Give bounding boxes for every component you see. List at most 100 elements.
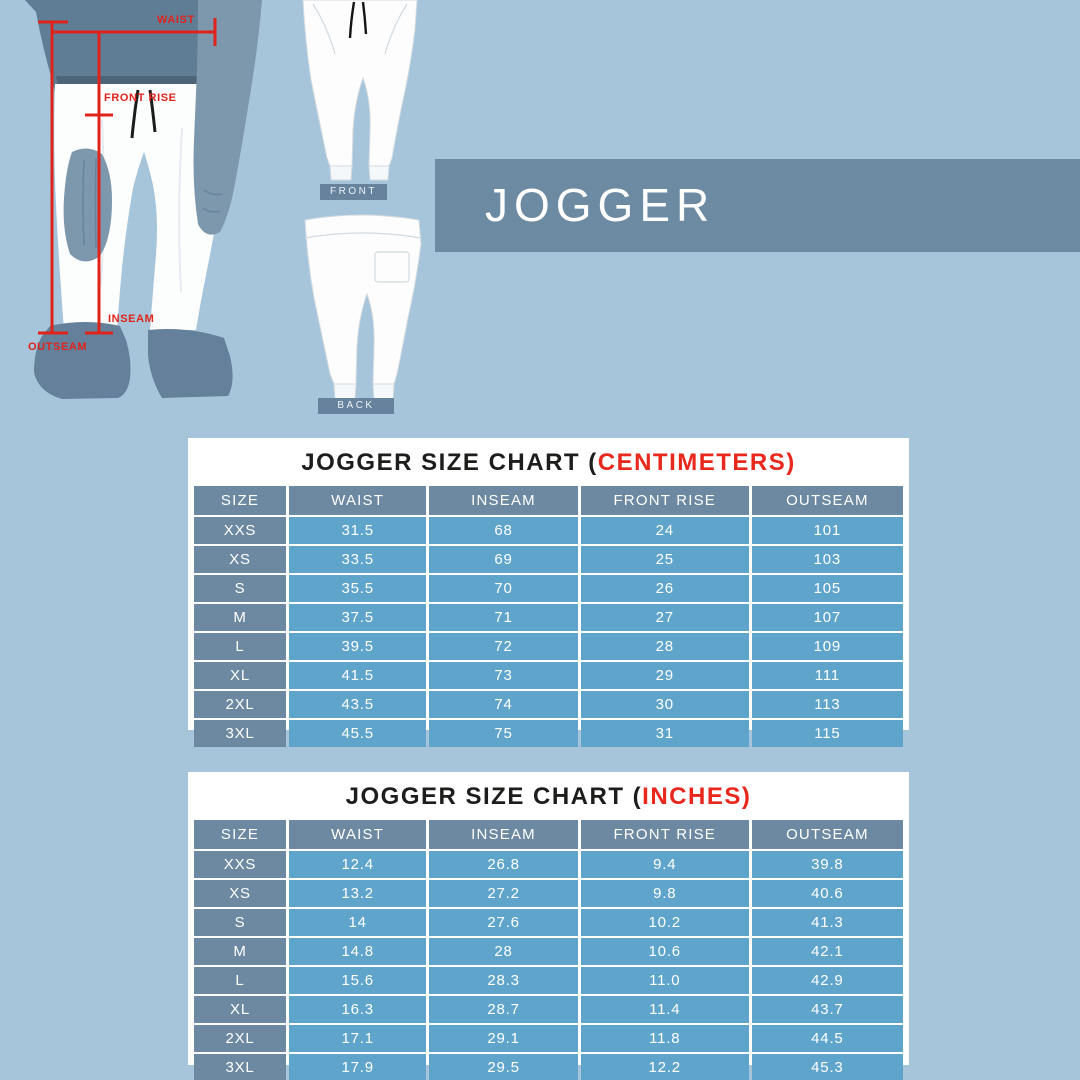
measurement-cell: 27	[580, 604, 749, 631]
front-pants-shape	[302, 0, 418, 167]
measurement-cell: 107	[751, 604, 903, 631]
back-waist-seam	[304, 232, 422, 239]
size-table-inches: SIZE WAIST INSEAM FRONT RISE OUTSEAM XXS 12.4…	[191, 818, 906, 1080]
size-row-3xl: 3XL 17.9 29.5 12.2 45.3	[194, 1054, 903, 1080]
measurement-cell: 26	[580, 575, 749, 602]
right-arm-shape	[193, 0, 262, 235]
measurement-cell: 45.3	[751, 1054, 903, 1080]
measurement-cell: 10.6	[580, 938, 749, 965]
size-label-cell: 2XL	[194, 1025, 286, 1052]
measurement-cell: 105	[751, 575, 903, 602]
measurement-cell: 74	[429, 691, 578, 718]
measurement-cell: 103	[751, 546, 903, 573]
left-hand-fingers	[82, 157, 97, 249]
measurement-cell: 24	[580, 517, 749, 544]
measurement-cell: 69	[429, 546, 578, 573]
measurement-cell: 71	[429, 604, 578, 631]
size-row-xl: XL 16.3 28.7 11.4 43.7	[194, 996, 903, 1023]
size-label-cell: XXS	[194, 851, 286, 878]
size-label-cell: XS	[194, 880, 286, 907]
measurement-cell: 12.4	[289, 851, 427, 878]
measurement-cell: 16.3	[289, 996, 427, 1023]
measurement-cell: 29.5	[429, 1054, 578, 1080]
measurement-cell: 31.5	[289, 517, 427, 544]
size-row-xxs: XXS 12.4 26.8 9.4 39.8	[194, 851, 903, 878]
size-row-m: M 14.8 28 10.6 42.1	[194, 938, 903, 965]
measurement-cell: 29.1	[429, 1025, 578, 1052]
size-row-s: S 35.5 70 26 105	[194, 575, 903, 602]
table-title-suffix: )	[786, 449, 796, 476]
measurement-cell: 111	[751, 662, 903, 689]
title-banner: JOGGER	[435, 159, 1080, 252]
measurement-cell: 27.6	[429, 909, 578, 936]
drawstring	[148, 89, 157, 133]
table-title-unit: INCHES	[642, 783, 742, 810]
size-label-cell: L	[194, 633, 286, 660]
column-header-waist: WAIST	[289, 820, 427, 849]
back-view-diagram	[304, 214, 422, 401]
size-label-cell: 3XL	[194, 1054, 286, 1080]
measurement-cell: 101	[751, 517, 903, 544]
measurement-cell: 11.4	[580, 996, 749, 1023]
measurement-cell: 9.8	[580, 880, 749, 907]
front-pocket-seams	[312, 3, 408, 55]
outseam-measure-label: OUTSEAM	[28, 341, 88, 353]
measurement-cell: 25	[580, 546, 749, 573]
measurement-cell: 27.2	[429, 880, 578, 907]
column-header-front-rise: FRONT RISE	[580, 486, 749, 515]
inseam-measure-label: INSEAM	[108, 313, 155, 325]
table-title-centimeters: JOGGER SIZE CHART (CENTIMETERS)	[188, 438, 909, 484]
size-label-cell: S	[194, 909, 286, 936]
table-title-prefix: JOGGER SIZE CHART (	[345, 783, 643, 810]
table-title-unit: CENTIMETERS	[597, 449, 787, 476]
size-row-2xl: 2XL 17.1 29.1 11.8 44.5	[194, 1025, 903, 1052]
table-title-inches: JOGGER SIZE CHART (INCHES)	[188, 772, 909, 818]
front-view-diagram	[302, 0, 418, 181]
measurement-cell: 26.8	[429, 851, 578, 878]
back-view-badge: BACK	[318, 398, 394, 414]
measurement-cell: 14.8	[289, 938, 427, 965]
size-label-cell: L	[194, 967, 286, 994]
back-pocket	[374, 251, 410, 283]
right-shoe-shape	[148, 329, 233, 398]
page-title: JOGGER	[485, 179, 716, 231]
front-rise-measure-label: FRONT RISE	[104, 92, 177, 104]
measurement-cell: 41.3	[751, 909, 903, 936]
waist-measure-label: WAIST	[157, 14, 195, 26]
measurement-cell: 33.5	[289, 546, 427, 573]
measurement-cell: 11.8	[580, 1025, 749, 1052]
left-shoe-shape	[34, 322, 131, 399]
jogger-measurement-illustration	[25, 0, 262, 399]
measurement-cell: 30	[580, 691, 749, 718]
size-label-cell: XXS	[194, 517, 286, 544]
size-label-cell: XL	[194, 662, 286, 689]
measurement-cell: 109	[751, 633, 903, 660]
measurement-cell: 28.7	[429, 996, 578, 1023]
size-row-xxs: XXS 31.5 68 24 101	[194, 517, 903, 544]
front-cuffs	[329, 165, 390, 181]
measurement-cell: 37.5	[289, 604, 427, 631]
drawstring	[130, 89, 140, 139]
measurement-cell: 13.2	[289, 880, 427, 907]
measurement-cell: 31	[580, 720, 749, 747]
size-row-xl: XL 41.5 73 29 111	[194, 662, 903, 689]
measurement-cell: 28.3	[429, 967, 578, 994]
header-row: SIZE WAIST INSEAM FRONT RISE OUTSEAM	[194, 486, 903, 515]
size-row-s: S 14 27.6 10.2 41.3	[194, 909, 903, 936]
pants-crease	[178, 127, 183, 293]
measurement-cell: 39.8	[751, 851, 903, 878]
measurement-cell: 28	[429, 938, 578, 965]
measurement-cell: 72	[429, 633, 578, 660]
measurement-cell: 12.2	[580, 1054, 749, 1080]
measurement-cell: 14	[289, 909, 427, 936]
column-header-size: SIZE	[194, 486, 286, 515]
size-row-m: M 37.5 71 27 107	[194, 604, 903, 631]
measurement-cell: 68	[429, 517, 578, 544]
measurement-cell: 42.9	[751, 967, 903, 994]
measurement-cell: 41.5	[289, 662, 427, 689]
front-view-badge: FRONT	[320, 184, 387, 200]
size-row-3xl: 3XL 45.5 75 31 115	[194, 720, 903, 747]
front-drawstring	[348, 1, 368, 39]
right-hand-fingers	[202, 189, 223, 213]
size-row-2xl: 2XL 43.5 74 30 113	[194, 691, 903, 718]
